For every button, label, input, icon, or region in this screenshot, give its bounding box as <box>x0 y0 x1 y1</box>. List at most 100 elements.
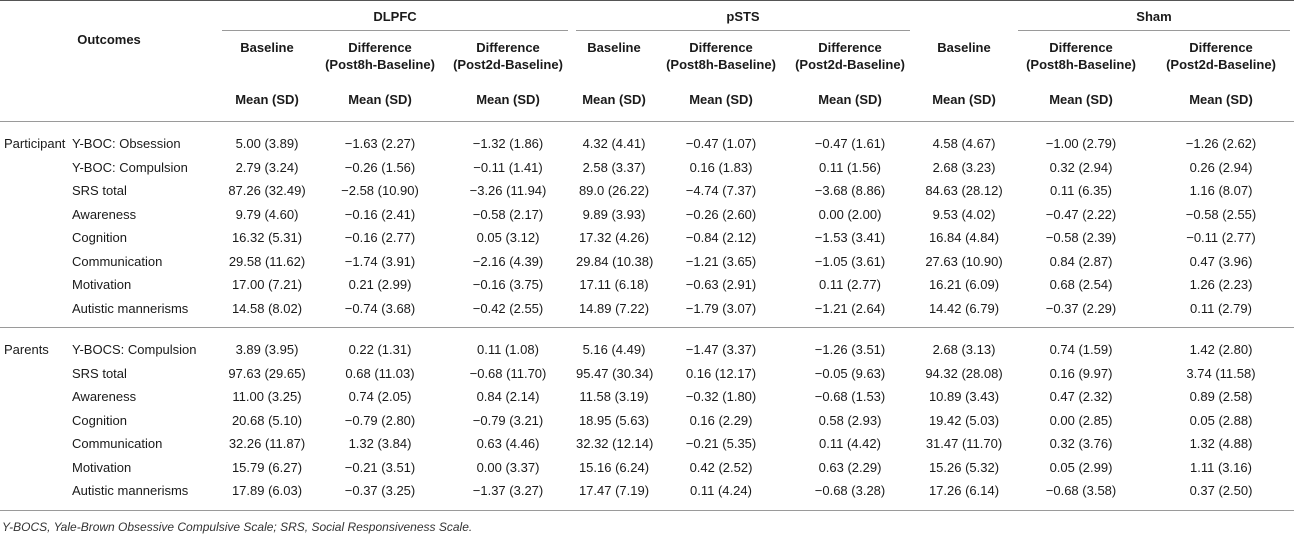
value-cell: 0.74 (2.05) <box>348 389 412 405</box>
outcome-label: Cognition <box>72 412 127 428</box>
value-cell: 0.26 (2.94) <box>1189 159 1253 175</box>
value-cell: −1.47 (3.37) <box>685 342 757 358</box>
table-row: Cognition 20.68 (5.10) −0.79 (2.80) −0.79 (… <box>0 409 1294 433</box>
outcome-label: Communication <box>72 253 163 269</box>
column-header-3: Baseline <box>572 31 656 77</box>
outcome-label: Awareness <box>72 206 137 222</box>
table-row: Communication 29.58 (11.62) −1.74 (3.91) −2… <box>0 250 1294 274</box>
outcome-label: SRS total <box>72 365 127 381</box>
outcome-label: Motivation <box>72 277 132 293</box>
section-label <box>0 479 70 511</box>
stat-header-2: Mean (SD) <box>444 77 572 122</box>
value-cell: 0.05 (2.99) <box>1049 459 1113 475</box>
table-row: Participant Y-BOC: Obsession 5.00 (3.89) −1… <box>0 122 1294 156</box>
value-cell: 17.00 (7.21) <box>231 277 303 293</box>
value-cell: 0.11 (1.08) <box>477 342 539 358</box>
value-cell: −0.68 (3.58) <box>1014 479 1148 511</box>
value-cell: −1.63 (2.27) <box>344 136 416 152</box>
section-label <box>0 156 70 180</box>
value-cell: −0.68 (3.28) <box>786 479 914 511</box>
value-cell: 0.22 (1.31) <box>348 342 412 358</box>
value-cell: 4.32 (4.41) <box>582 136 646 152</box>
section-label <box>0 362 70 386</box>
value-cell: 16.84 (4.84) <box>928 230 1000 246</box>
value-cell: −0.37 (3.25) <box>316 479 444 511</box>
value-cell: −0.58 (2.55) <box>1185 206 1257 222</box>
table-row: SRS total 87.26 (32.49) −2.58 (10.90) −3.26… <box>0 179 1294 203</box>
value-cell: 9.89 (3.93) <box>582 206 646 222</box>
value-cell: −1.21 (2.64) <box>814 300 886 316</box>
value-cell: 0.84 (2.14) <box>476 389 540 405</box>
column-header-line2: (Post2d-Baseline) <box>1166 57 1276 72</box>
value-cell: 2.68 (3.13) <box>932 342 996 358</box>
section-label <box>0 203 70 227</box>
value-cell: 29.84 (10.38) <box>576 253 654 269</box>
section-label <box>0 179 70 203</box>
value-cell: −0.26 (2.60) <box>685 206 757 222</box>
value-cell: 0.74 (1.59) <box>1049 342 1113 358</box>
value-cell: 0.89 (2.58) <box>1189 389 1253 405</box>
stat-header-4: Mean (SD) <box>656 77 786 122</box>
value-cell: 0.68 (2.54) <box>1049 277 1113 293</box>
value-cell: 17.47 (7.19) <box>572 479 656 511</box>
outcome-label: Autistic mannerisms <box>70 479 218 511</box>
table-body: Participant Y-BOC: Obsession 5.00 (3.89) −1… <box>0 122 1294 511</box>
table-row: Parents Y-BOCS: Compulsion 3.89 (3.95) 0.22… <box>0 328 1294 362</box>
stat-header-row: Mean (SD) Mean (SD) Mean (SD) Mean (SD) Mean… <box>0 77 1294 122</box>
value-cell: 5.00 (3.89) <box>235 136 299 152</box>
table-row: SRS total 97.63 (29.65) 0.68 (11.03) −0.68 … <box>0 362 1294 386</box>
group-header-spacer <box>914 1 1014 31</box>
outcome-label: Autistic mannerisms <box>72 300 189 316</box>
value-cell: −1.26 (2.62) <box>1185 136 1257 152</box>
value-cell: −0.21 (5.35) <box>685 436 757 452</box>
value-cell: −0.58 (2.17) <box>472 206 544 222</box>
value-cell: −0.16 (2.41) <box>344 206 416 222</box>
section-divider <box>0 327 1294 328</box>
value-cell: −1.53 (3.41) <box>814 230 886 246</box>
value-cell: 17.11 (6.18) <box>579 277 649 293</box>
column-header-line2: (Post2d-Baseline) <box>795 57 905 72</box>
value-cell: −0.84 (2.12) <box>685 230 757 246</box>
value-cell: 17.26 (6.14) <box>914 479 1014 511</box>
outcomes-header: Outcomes <box>77 31 141 47</box>
value-cell: 0.11 (6.35) <box>1050 183 1112 199</box>
table-row: Y-BOC: Compulsion 2.79 (3.24) −0.26 (1.56)… <box>0 156 1294 180</box>
value-cell: 0.37 (2.50) <box>1148 479 1294 511</box>
value-cell: 0.84 (2.87) <box>1049 253 1113 269</box>
column-header-line1: Difference <box>348 40 412 55</box>
value-cell: 1.42 (2.80) <box>1189 342 1253 358</box>
value-cell: 0.32 (3.76) <box>1049 436 1113 452</box>
value-cell: 2.58 (3.37) <box>582 159 646 175</box>
column-header-line1: Difference <box>689 40 753 55</box>
stat-header-8: Mean (SD) <box>1148 77 1294 122</box>
value-cell: 16.32 (5.31) <box>231 230 303 246</box>
stat-header-blank <box>0 77 218 122</box>
value-cell: 0.47 (2.32) <box>1049 389 1113 405</box>
stat-header-1: Mean (SD) <box>316 77 444 122</box>
outcome-label: SRS total <box>72 183 127 199</box>
column-header-8: Difference (Post2d-Baseline) <box>1148 31 1294 77</box>
value-cell: 19.42 (5.03) <box>928 412 1000 428</box>
column-header-0: Baseline <box>218 31 316 77</box>
column-header-line2: (Post2d-Baseline) <box>453 57 563 72</box>
value-cell: 0.11 (4.42) <box>819 436 881 452</box>
column-header-1: Difference (Post8h-Baseline) <box>316 31 444 77</box>
value-cell: −1.21 (3.65) <box>685 253 757 269</box>
value-cell: −3.68 (8.86) <box>814 183 886 199</box>
value-cell: 9.53 (4.02) <box>932 206 996 222</box>
table-footnote: Y-BOCS, Yale-Brown Obsessive Compulsive … <box>2 520 473 534</box>
value-cell: −1.79 (3.07) <box>685 300 757 316</box>
value-cell: 31.47 (11.70) <box>925 436 1003 452</box>
value-cell: −0.37 (2.29) <box>1045 300 1117 316</box>
column-header-line1: Difference <box>476 40 540 55</box>
table-row: Awareness 11.00 (3.25) 0.74 (2.05) 0.84 (2.… <box>0 385 1294 409</box>
outcome-label: Y-BOC: Compulsion <box>72 159 188 175</box>
column-header-7: Difference (Post8h-Baseline) <box>1014 31 1148 77</box>
column-header-line2: (Post8h-Baseline) <box>666 57 776 72</box>
value-cell: −1.74 (3.91) <box>344 253 416 269</box>
value-cell: 0.16 (12.17) <box>685 365 757 381</box>
value-cell: 1.11 (3.16) <box>1190 459 1252 475</box>
value-cell: 32.32 (12.14) <box>576 436 654 452</box>
value-cell: 15.79 (6.27) <box>231 459 303 475</box>
